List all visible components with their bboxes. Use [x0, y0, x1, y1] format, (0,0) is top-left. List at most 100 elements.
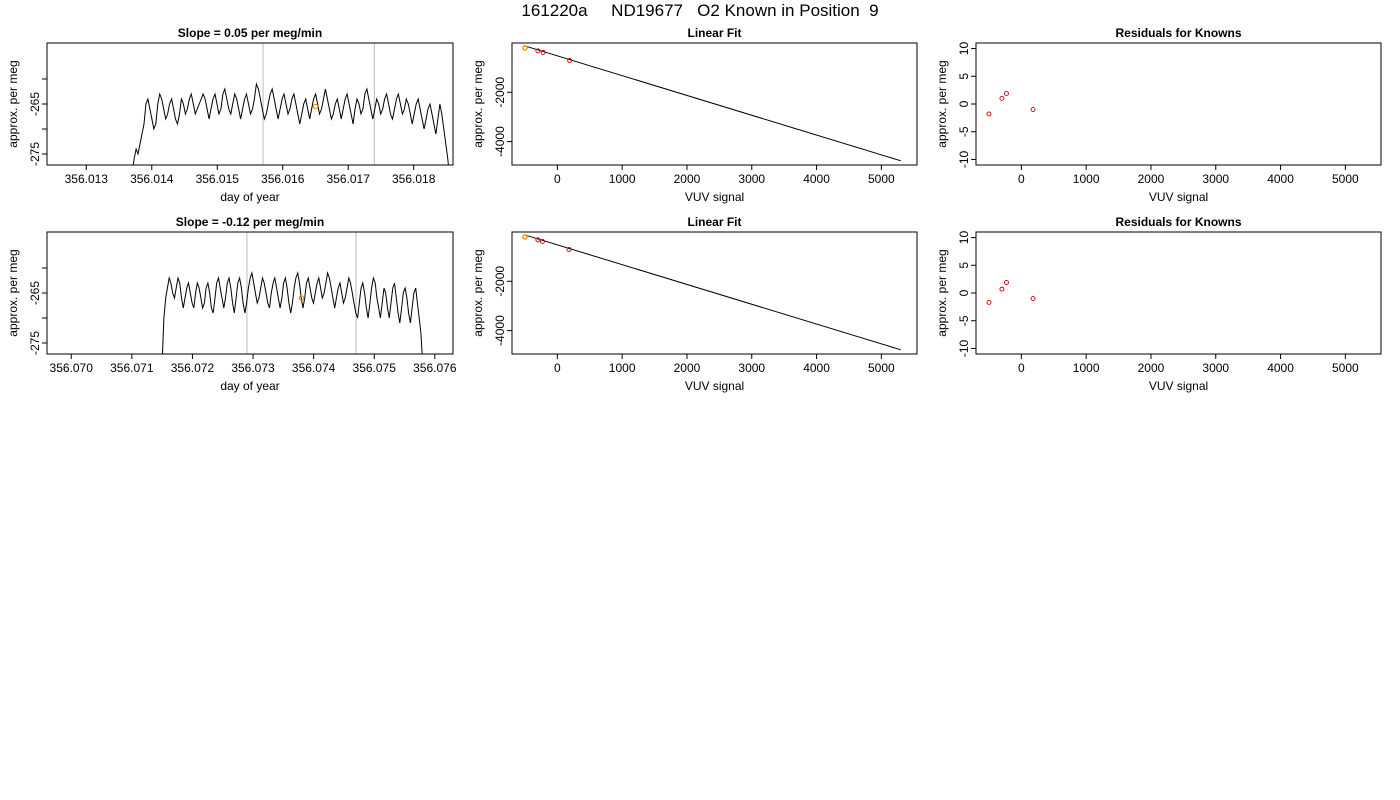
y-axis-label: approx. per meg	[6, 249, 20, 336]
x-axis-label: VUV signal	[685, 379, 744, 393]
plot-frame	[975, 42, 1382, 166]
series-line	[161, 271, 423, 354]
x-tick-label: 0	[554, 172, 561, 186]
x-tick-label: 2000	[1138, 361, 1165, 375]
x-tick-label: 356.013	[65, 172, 109, 186]
data-point	[540, 238, 545, 244]
fit-line	[524, 234, 901, 351]
x-tick-label: 0	[554, 361, 561, 375]
x-tick-label: 5000	[1332, 172, 1359, 186]
x-tick-label: 356.014	[130, 172, 174, 186]
y-tick-label: -10	[957, 150, 971, 168]
highlight-marker	[522, 234, 528, 240]
panel-5: Linear Fit 0 1000 2000 3000 4000 5000 -2000 -400…	[471, 215, 918, 393]
x-axis-label: VUV signal	[1149, 379, 1208, 393]
y-tick-label: 5	[957, 262, 971, 269]
x-tick-label: 1000	[609, 361, 636, 375]
y-axis-label: approx. per meg	[935, 60, 949, 147]
x-tick-label: 356.016	[261, 172, 305, 186]
y-tick-label: 0	[957, 289, 971, 296]
x-tick-label: 4000	[803, 172, 830, 186]
y-tick-label: -10	[957, 339, 971, 357]
plot-area	[522, 234, 901, 351]
data-point	[1030, 296, 1036, 301]
x-tick-label: 356.018	[392, 172, 436, 186]
x-tick-label: 0	[1018, 361, 1025, 375]
x-tick-label: 356.070	[50, 361, 94, 375]
y-tick-label: -265	[28, 92, 42, 116]
plot-area	[986, 280, 1036, 305]
y-tick-label: -2000	[493, 77, 507, 108]
x-tick-label: 4000	[803, 361, 830, 375]
y-axis-label: approx. per meg	[471, 249, 485, 336]
data-point	[1030, 107, 1036, 112]
plot-area	[161, 232, 423, 354]
x-tick-label: 4000	[1267, 172, 1294, 186]
x-tick-label: 2000	[674, 361, 701, 375]
y-axis-label: approx. per meg	[6, 60, 20, 147]
x-tick-label: 356.071	[110, 361, 154, 375]
x-tick-label: 2000	[674, 172, 701, 186]
x-tick-label: 5000	[1332, 361, 1359, 375]
y-tick-label: -265	[28, 281, 42, 305]
panel-1: Slope = 0.05 per meg/min 356.013 356.014 35…	[6, 26, 454, 204]
panel-title: Slope = 0.05 per meg/min	[178, 26, 322, 40]
plot-area	[986, 91, 1036, 117]
highlight-marker	[298, 295, 305, 301]
panel-6: Residuals for Knowns 0 1000 2000 3000 4000 500…	[935, 215, 1382, 393]
plot-frame	[511, 231, 918, 355]
x-tick-label: 3000	[738, 172, 765, 186]
panel-3: Residuals for Knowns 0 1000 2000 3000 4000 500…	[935, 26, 1382, 204]
x-tick-label: 2000	[1138, 172, 1165, 186]
y-tick-label: -5	[957, 315, 971, 326]
panel-title: Residuals for Knowns	[1115, 26, 1241, 40]
highlight-marker	[312, 103, 319, 110]
data-point	[540, 49, 546, 55]
x-tick-label: 3000	[1202, 361, 1229, 375]
panel-2: Linear Fit 0 1000 2000 3000 4000 5000 -2000 -400…	[471, 26, 918, 204]
plot-area	[522, 45, 901, 162]
data-point	[567, 58, 573, 63]
data-point	[1004, 280, 1009, 285]
x-tick-label: 356.075	[353, 361, 397, 375]
panel-title: Linear Fit	[687, 215, 741, 229]
y-tick-label: -4000	[493, 126, 507, 157]
highlight-marker	[522, 45, 528, 51]
y-tick-label: -2000	[493, 266, 507, 297]
panel-title: Linear Fit	[687, 26, 741, 40]
y-tick-label: 0	[957, 100, 971, 107]
plot-frame	[511, 42, 918, 166]
x-axis-label: day of year	[220, 190, 279, 204]
panel-title: Residuals for Knowns	[1115, 215, 1241, 229]
y-tick-label: 5	[957, 73, 971, 80]
figure-title: 161220a ND19677 O2 Known in Position 9	[521, 1, 879, 20]
series-line	[132, 82, 449, 165]
x-tick-label: 356.076	[413, 361, 457, 375]
x-axis-label: day of year	[220, 379, 279, 393]
plot-frame	[46, 42, 454, 166]
x-tick-label: 356.073	[231, 361, 275, 375]
x-axis-label: VUV signal	[685, 190, 744, 204]
y-tick-label: -275	[28, 331, 42, 355]
panel-title: Slope = -0.12 per meg/min	[176, 215, 324, 229]
x-tick-label: 1000	[609, 172, 636, 186]
y-tick-label: -5	[957, 126, 971, 137]
x-tick-label: 1000	[1073, 361, 1100, 375]
plot-area	[132, 43, 449, 165]
y-tick-label: -275	[28, 142, 42, 166]
x-tick-label: 356.015	[196, 172, 240, 186]
y-tick-label: 10	[957, 42, 971, 56]
data-point	[566, 247, 572, 252]
fit-line	[524, 45, 901, 162]
plot-frame	[975, 231, 1382, 355]
data-point	[535, 237, 541, 243]
x-tick-label: 0	[1018, 172, 1025, 186]
y-tick-label: 10	[957, 231, 971, 245]
y-tick-label: -4000	[493, 315, 507, 346]
x-tick-label: 356.017	[327, 172, 371, 186]
x-tick-label: 3000	[738, 361, 765, 375]
data-point	[535, 48, 541, 54]
x-tick-label: 356.072	[171, 361, 215, 375]
y-axis-label: approx. per meg	[471, 60, 485, 147]
